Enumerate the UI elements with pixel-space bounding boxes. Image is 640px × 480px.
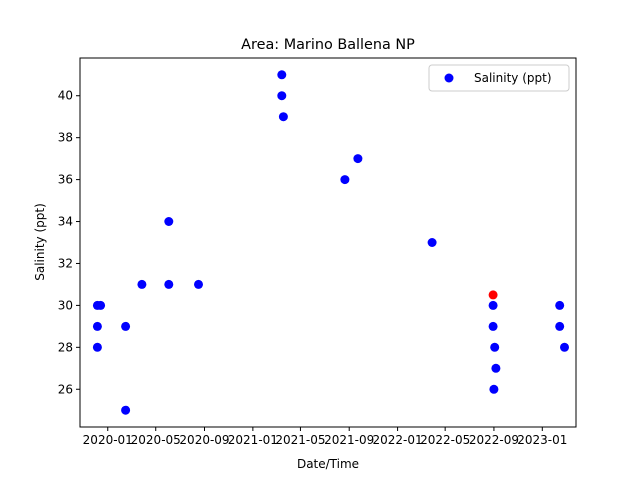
y-axis-ticks: 26 28 30 32 34 36 38 40 — [58, 89, 80, 396]
x-axis-ticks: 2020-012020-052020-092021-012021-052021-… — [83, 427, 567, 447]
data-point — [164, 217, 174, 226]
data-point — [488, 321, 498, 331]
plot-area-frame — [79, 57, 577, 428]
x-tick-label: 2022-05 — [420, 433, 470, 447]
data-points — [92, 70, 569, 415]
x-tick-label: 2023-01 — [517, 433, 567, 447]
data-point — [96, 300, 106, 310]
data-point — [164, 279, 174, 289]
y-tick-label: 34 — [58, 215, 73, 229]
legend: Salinity (ppt) — [428, 64, 570, 92]
data-point — [277, 70, 287, 80]
data-point — [278, 112, 288, 122]
data-point — [555, 321, 565, 331]
data-point — [427, 238, 437, 247]
highlighted-data-point — [488, 290, 498, 300]
chart-title: Area: Marino Ballena NP — [241, 37, 415, 53]
data-point — [488, 300, 498, 310]
y-tick-label: 40 — [58, 89, 73, 103]
x-tick-label: 2020-09 — [179, 433, 229, 447]
data-point — [560, 342, 569, 352]
x-axis-label: Date/Time — [297, 457, 359, 471]
data-point — [277, 91, 287, 101]
data-point — [555, 300, 565, 310]
legend-label: Salinity (ppt) — [474, 71, 552, 85]
data-point — [121, 321, 131, 331]
data-point — [489, 384, 499, 394]
x-tick-label: 2021-05 — [275, 433, 325, 447]
x-tick-label: 2020-01 — [83, 433, 133, 447]
data-point — [92, 321, 102, 331]
x-tick-label: 2020-05 — [131, 433, 181, 447]
data-point — [194, 279, 203, 289]
y-tick-label: 32 — [58, 256, 73, 270]
data-point — [121, 405, 131, 415]
y-tick-label: 38 — [58, 131, 73, 145]
y-tick-label: 30 — [58, 298, 73, 312]
y-axis-label: Salinity (ppt) — [33, 203, 47, 281]
x-tick-label: 2021-01 — [228, 433, 278, 447]
y-tick-label: 28 — [58, 340, 73, 354]
x-tick-label: 2022-09 — [469, 433, 519, 447]
x-tick-label: 2021-09 — [324, 433, 374, 447]
data-point — [340, 175, 350, 185]
x-tick-label: 2022-01 — [373, 433, 423, 447]
data-point — [490, 342, 500, 352]
data-point — [137, 279, 147, 289]
data-point — [491, 363, 501, 373]
y-tick-label: 36 — [58, 173, 73, 187]
data-point — [92, 342, 102, 352]
y-tick-label: 26 — [58, 382, 73, 396]
data-point — [353, 154, 363, 164]
legend-marker — [444, 73, 454, 83]
legend-box — [428, 64, 570, 92]
